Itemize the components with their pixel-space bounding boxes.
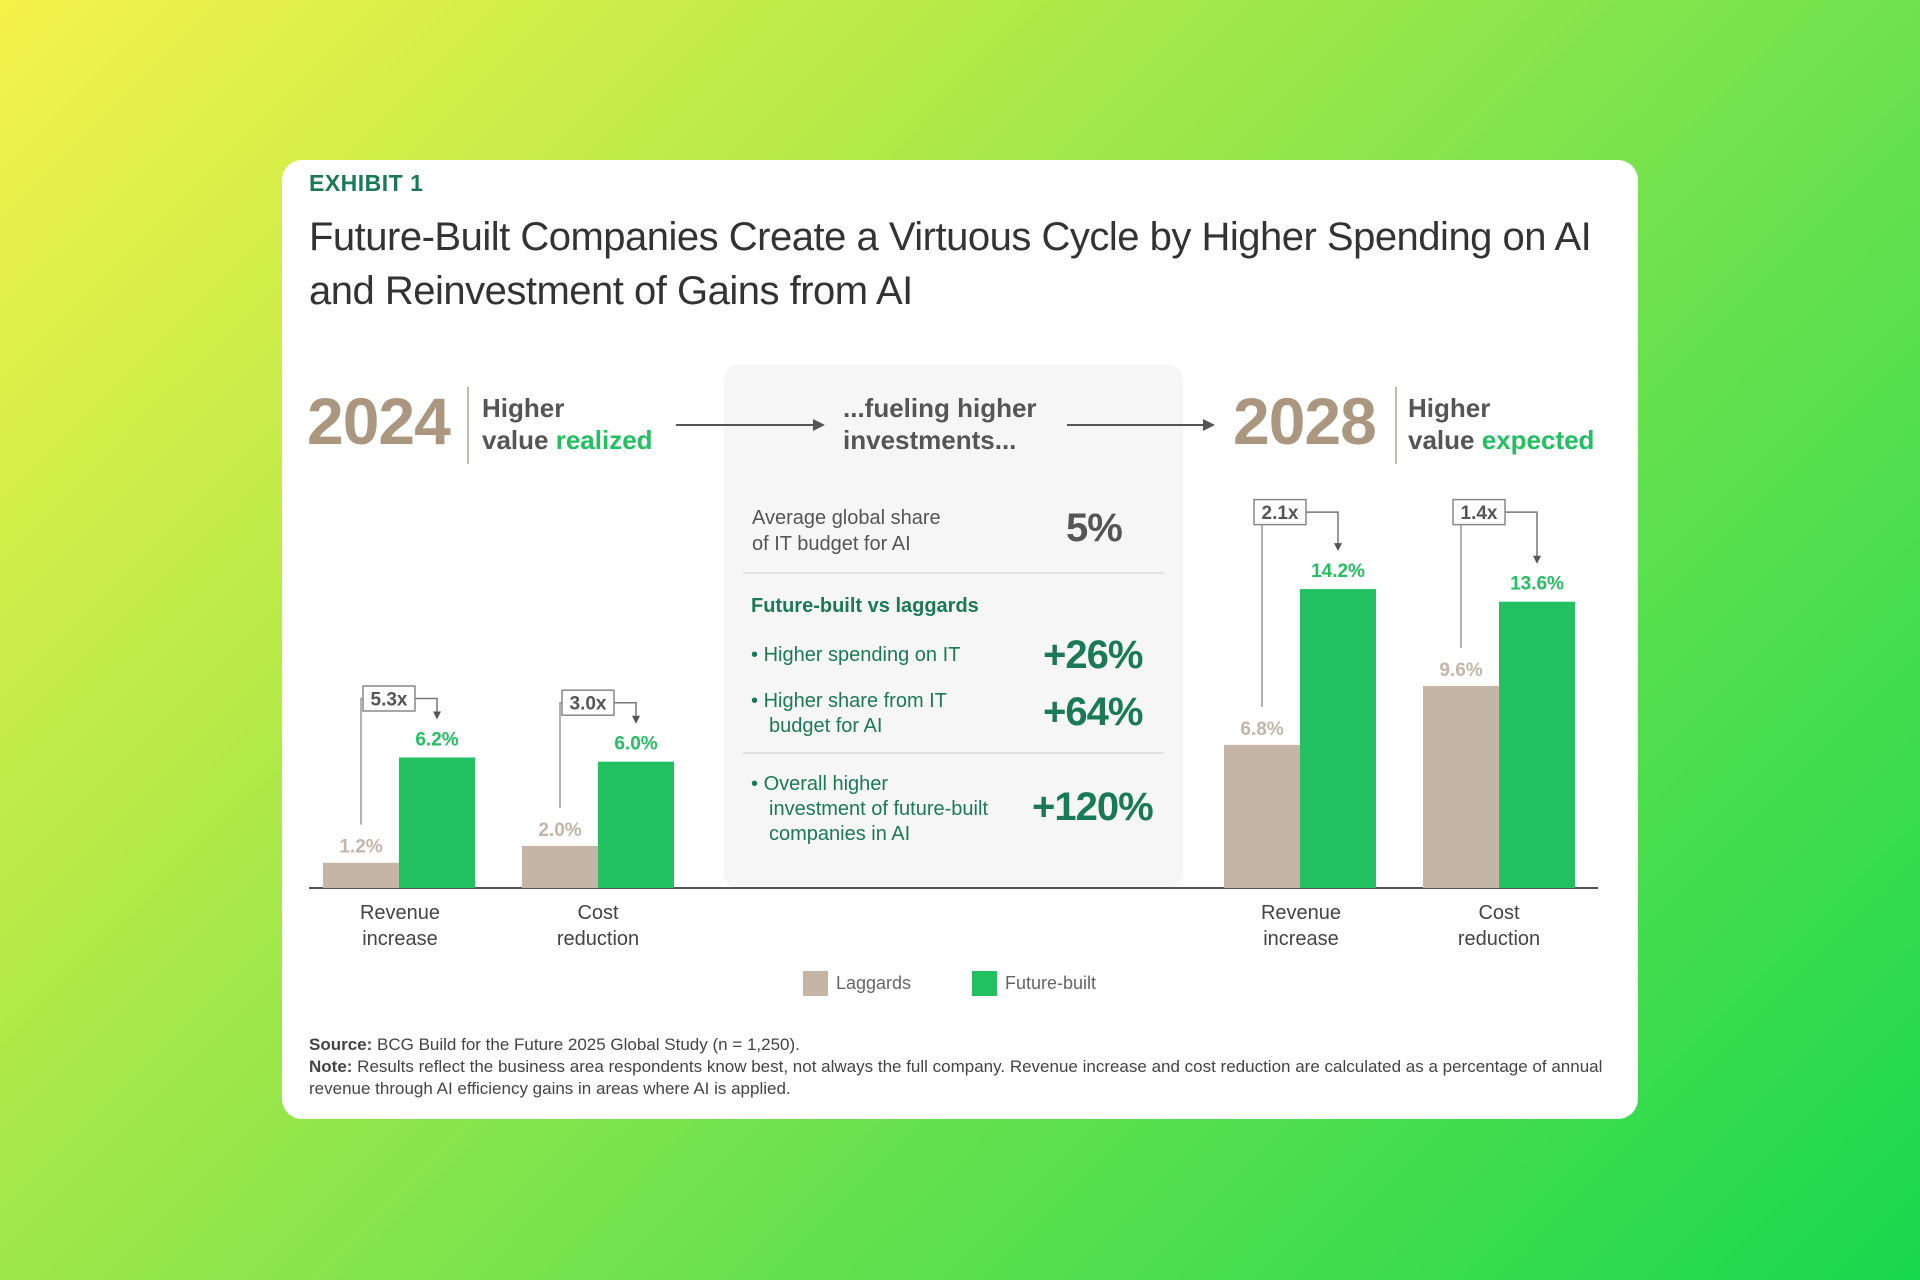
left-header-line1: Higher: [482, 393, 565, 423]
flow-arrow-head: [813, 419, 825, 431]
bullet-item: • Overall higher investment of future-bui…: [751, 773, 988, 845]
bullet-value: +64%: [1043, 690, 1143, 734]
legend-swatch-laggards: [803, 971, 828, 996]
note-label: Note:: [309, 1057, 353, 1076]
value-label-future-built: 14.2%: [1311, 561, 1365, 582]
bullet-label: budget for AI: [769, 715, 883, 737]
divider: [467, 387, 469, 464]
multiplier-arrow-head: [433, 711, 441, 720]
multiplier-arrow-head: [632, 715, 640, 724]
chart-title: Future-Built Companies Create a Virtuous…: [309, 215, 1592, 313]
flow-arrow-head: [1203, 419, 1215, 431]
avg-share-label: Average global share of IT budget for AI: [752, 505, 941, 557]
bar-laggards: [323, 862, 399, 888]
multiplier-box: [362, 685, 416, 712]
value-label-laggards: 9.6%: [1439, 660, 1482, 681]
multiplier-label: 1.4x: [1461, 503, 1498, 524]
multiplier-bracket: [360, 697, 363, 825]
bar-future-built: [399, 757, 475, 888]
right-header-line2: value: [1408, 425, 1482, 455]
multiplier-bracket: [1453, 511, 1462, 648]
bullet-label: investment of future-built: [769, 798, 988, 820]
multiplier-box: [1253, 498, 1307, 526]
multiplier-box: [561, 689, 615, 716]
legend-label-laggards: Laggards: [836, 973, 912, 993]
middle-header-text: ...fueling higher investments...: [843, 392, 1037, 456]
bullet-item: • Higher spending on IT: [751, 644, 961, 666]
bar-laggards: [522, 845, 598, 888]
bullet-value: +26%: [1043, 633, 1143, 677]
section-title: Future-built vs laggards: [751, 595, 979, 617]
year-2024: 2024: [307, 384, 451, 458]
right-header-line1: Higher: [1408, 393, 1491, 423]
avg-share-label-2: of IT budget for AI: [752, 533, 911, 555]
bullet-value: +120%: [1032, 785, 1154, 829]
multiplier-label: 5.3x: [371, 689, 408, 710]
middle-header-line2: investments...: [843, 425, 1017, 455]
multiplier-bracket: [1254, 511, 1263, 707]
legend-swatch-future-built: [972, 971, 997, 996]
multiplier-bracket: [614, 701, 637, 718]
panel-divider: [743, 572, 1164, 574]
year-2028: 2028: [1233, 384, 1377, 458]
multiplier-bracket: [415, 697, 438, 714]
bullet-label: Higher spending on IT: [763, 644, 961, 666]
multiplier-label: 3.0x: [570, 694, 607, 715]
exhibit-label: EXHIBIT 1: [309, 170, 424, 196]
multiplier-arrow-head: [1334, 543, 1342, 552]
investment-panel: [724, 365, 1183, 888]
legend-label-future-built: Future-built: [1005, 973, 1097, 993]
bar-future-built: [1499, 601, 1575, 888]
bullet-label: companies in AI: [769, 823, 911, 845]
note-text: Results reflect the business area respon…: [309, 1057, 1603, 1098]
bullet-item: • Higher share from IT budget for AI: [751, 690, 947, 737]
value-label-laggards: 6.8%: [1240, 719, 1283, 740]
right-header-accent: expected: [1481, 425, 1595, 455]
value-label-future-built: 13.6%: [1510, 574, 1564, 595]
source-text: BCG Build for the Future 2025 Global Stu…: [372, 1035, 800, 1054]
panel-divider: [743, 752, 1164, 754]
avg-share-value: 5%: [1066, 506, 1123, 550]
bar-future-built: [598, 761, 674, 888]
source-label: Source:: [309, 1035, 373, 1054]
value-label-future-built: 6.0%: [614, 734, 657, 755]
bullet-label: Higher share from IT: [763, 690, 947, 712]
multiplier-bracket: [559, 701, 562, 808]
right-header-text: Higher value expected: [1408, 392, 1594, 456]
left-header-text: Higher value realized: [482, 392, 653, 456]
left-header-accent: realized: [555, 425, 653, 455]
multiplier-arrow-head: [1533, 555, 1541, 564]
category-label: Revenue increase: [1260, 902, 1342, 950]
value-label-laggards: 1.2%: [339, 837, 382, 858]
category-label: Revenue increase: [359, 902, 441, 950]
bullet-label: Overall higher: [763, 773, 889, 795]
middle-header-line1: ...fueling higher: [843, 393, 1037, 423]
value-label-laggards: 2.0%: [538, 820, 581, 841]
bar-future-built: [1300, 589, 1376, 888]
category-label: Cost reduction: [1457, 902, 1541, 950]
multiplier-box: [1452, 498, 1506, 526]
bar-laggards: [1423, 685, 1499, 888]
multiplier-bracket: [1505, 511, 1538, 558]
avg-share-label-1: Average global share: [752, 507, 941, 529]
source-note: Source: BCG Build for the Future 2025 Gl…: [309, 1034, 1609, 1100]
left-header-line2: value: [482, 425, 556, 455]
category-label: Cost reduction: [556, 902, 640, 950]
multiplier-bracket: [1306, 511, 1339, 546]
divider: [1395, 387, 1397, 464]
bar-laggards: [1224, 744, 1300, 888]
multiplier-label: 2.1x: [1262, 503, 1299, 524]
value-label-future-built: 6.2%: [415, 729, 458, 750]
